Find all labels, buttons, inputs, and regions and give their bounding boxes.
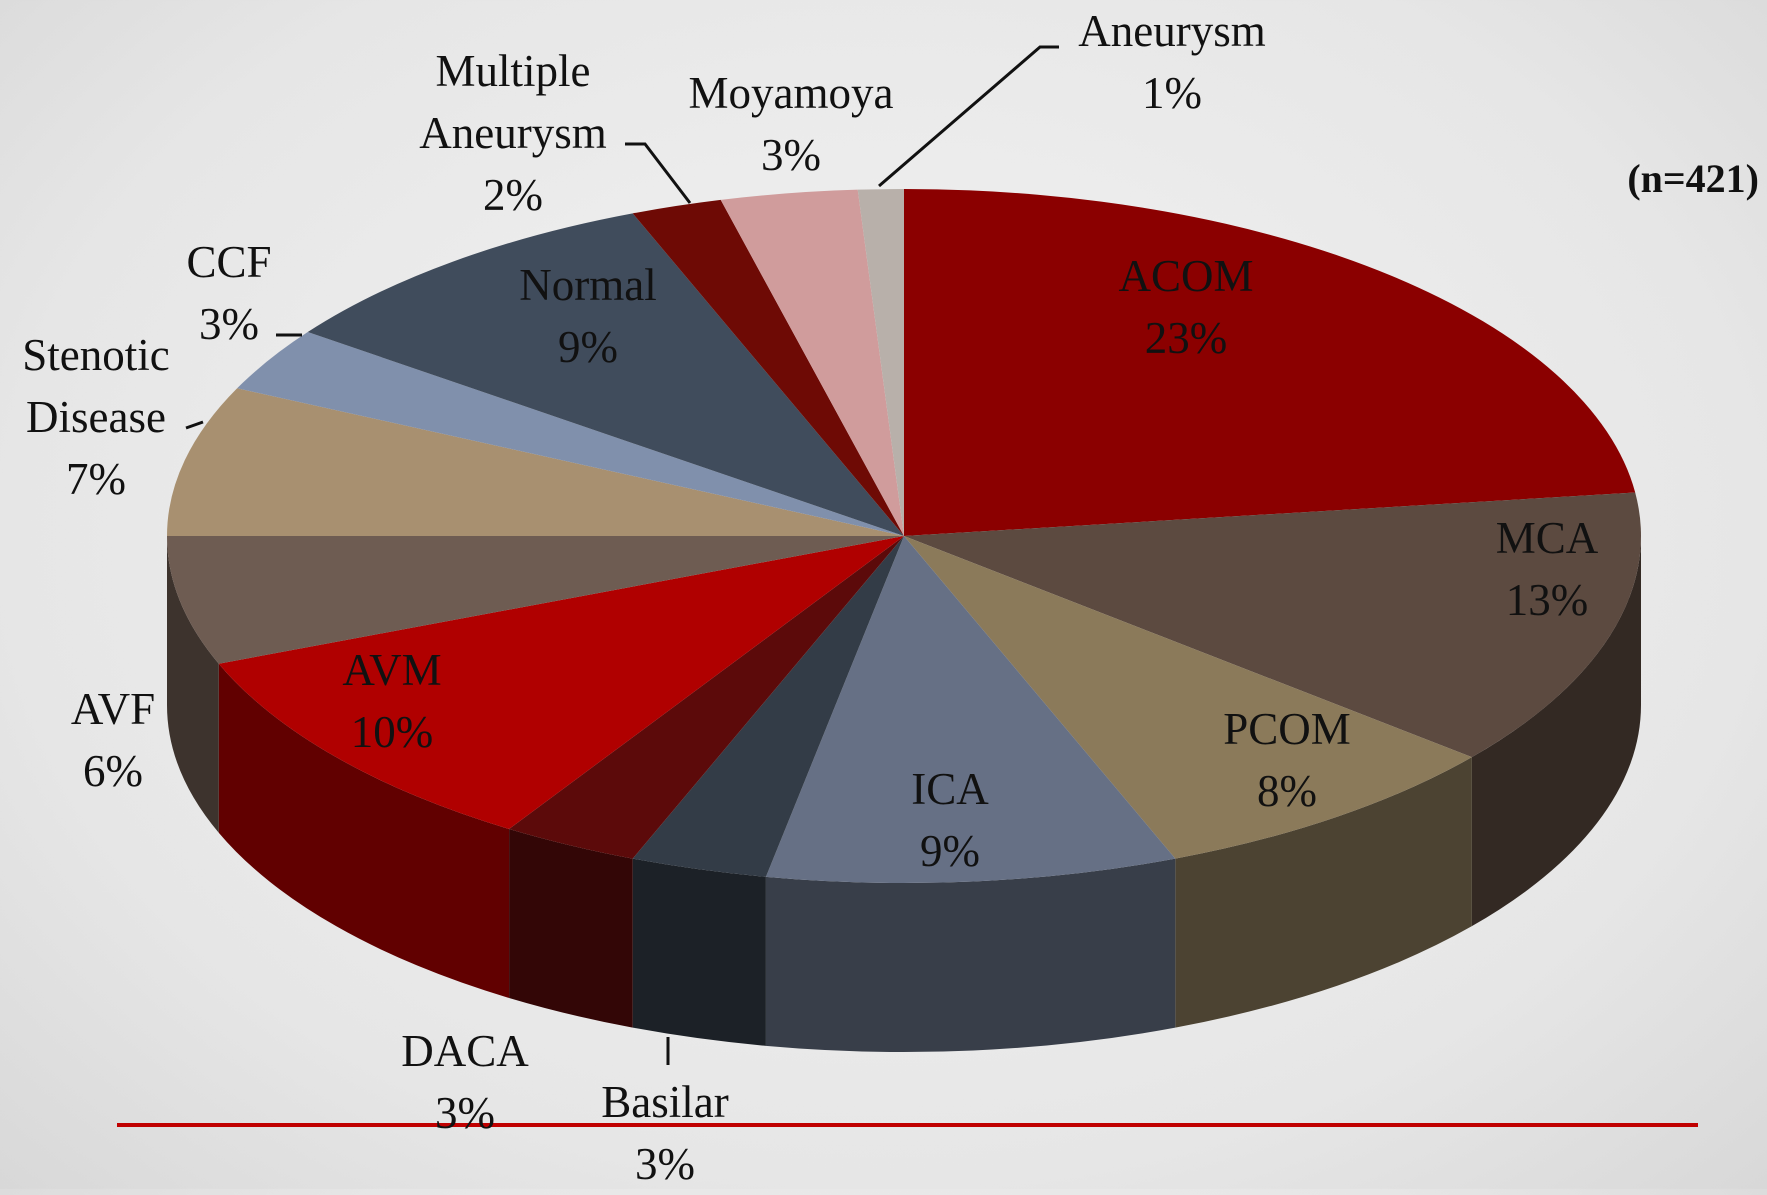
pie-slice: [904, 189, 1636, 536]
pie-slice: [632, 199, 904, 536]
pie-slice: [307, 213, 904, 536]
value-label: 8%: [1257, 766, 1317, 816]
value-label: 10%: [350, 707, 434, 757]
pie-side: [765, 858, 1176, 1052]
pie-slice: [167, 536, 904, 664]
value-label: 3%: [761, 130, 821, 180]
value-label: 2%: [483, 170, 543, 220]
pie-slice: [765, 536, 1176, 884]
pie-slice: [904, 536, 1472, 859]
leader-line: [878, 45, 1059, 188]
pie-slice: [632, 536, 904, 877]
slice-label: Basilar 3%: [535, 1071, 795, 1195]
slice-label: DACA 3%: [335, 1020, 595, 1144]
category-label: Stenotic Disease: [22, 330, 170, 442]
value-label: 13%: [1505, 575, 1589, 625]
value-label: 7%: [66, 454, 126, 504]
category-label: AVF: [70, 684, 156, 734]
pie-slice: [509, 536, 904, 859]
category-label: Normal: [519, 260, 657, 310]
pie-side: [167, 536, 219, 833]
pie-slice: [218, 536, 904, 829]
slice-label: ICA 9%: [820, 758, 1080, 882]
value-label: 1%: [1142, 68, 1202, 118]
slice-label: MCA 13%: [1417, 507, 1677, 631]
category-label: PCOM: [1223, 704, 1351, 754]
pie-sides: [167, 536, 1641, 1052]
leader-lines: [185, 45, 1059, 1065]
value-label: 3%: [635, 1139, 695, 1189]
pie-slice: [720, 189, 904, 536]
slice-label: CCF 3%: [99, 231, 359, 355]
pie-slice: [857, 189, 904, 536]
value-label: 23%: [1144, 313, 1228, 363]
category-label: Basilar: [601, 1077, 729, 1127]
category-label: MCA: [1495, 513, 1599, 563]
annotation: (n=421): [1627, 156, 1759, 201]
value-label: 9%: [558, 322, 618, 372]
slice-label: AVF 6%: [0, 678, 243, 802]
pie-side: [218, 663, 510, 998]
slice-label: Multiple Aneurysm 2%: [383, 40, 643, 226]
leader-line: [625, 142, 692, 204]
leader-line: [185, 420, 204, 430]
value-label: 3%: [199, 299, 259, 349]
pie-tops: [167, 189, 1641, 884]
category-label: DACA: [401, 1026, 529, 1076]
slice-label: AVM 10%: [262, 639, 522, 763]
category-label: ICA: [911, 764, 989, 814]
category-label: Aneurysm: [1078, 6, 1266, 56]
pie-side: [1471, 536, 1641, 927]
value-label: 3%: [435, 1088, 495, 1138]
slice-label: Aneurysm 1%: [1042, 0, 1302, 124]
slice-label: ACOM 23%: [1056, 245, 1316, 369]
pie-side: [1175, 757, 1472, 1028]
value-label: 6%: [83, 746, 143, 796]
slice-label: Moyamoya 3%: [661, 62, 921, 186]
pie-side: [632, 858, 766, 1046]
category-label: CCF: [186, 237, 272, 287]
slice-label: Normal 9%: [458, 254, 718, 378]
category-label: ACOM: [1118, 251, 1254, 301]
pie-side: [509, 828, 633, 1028]
category-label: Multiple Aneurysm: [419, 46, 607, 158]
pie-slice: [237, 332, 904, 536]
pie-slice: [904, 492, 1641, 758]
value-label: 9%: [920, 826, 980, 876]
slice-label: Stenotic Disease 7%: [0, 324, 226, 510]
category-label: AVM: [342, 645, 442, 695]
category-label: Moyamoya: [688, 68, 894, 118]
slice-label: PCOM 8%: [1157, 698, 1417, 822]
pie-slice: [167, 388, 904, 536]
